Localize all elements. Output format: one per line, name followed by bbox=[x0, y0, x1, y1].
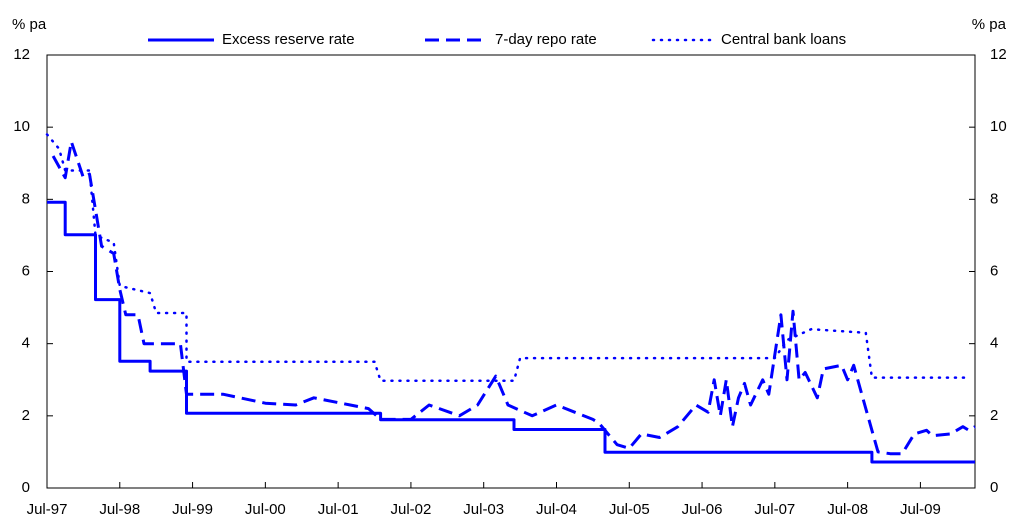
x-tick-label: Jul-03 bbox=[463, 501, 504, 518]
x-tick-label: Jul-07 bbox=[754, 501, 795, 518]
x-tick-label: Jul-97 bbox=[27, 501, 68, 518]
y-axis-label: % pa bbox=[12, 16, 47, 33]
x-tick-label: Jul-09 bbox=[900, 501, 941, 518]
x-tick-label: Jul-01 bbox=[318, 501, 359, 518]
y-tick-label: 12 bbox=[13, 46, 30, 63]
legend-label: Excess reserve rate bbox=[222, 31, 355, 48]
x-tick-label: Jul-99 bbox=[172, 501, 213, 518]
y2-tick-label: 4 bbox=[990, 335, 998, 352]
x-tick-label: Jul-05 bbox=[609, 501, 650, 518]
x-tick-label: Jul-08 bbox=[827, 501, 868, 518]
y-tick-label: 10 bbox=[13, 118, 30, 135]
x-tick-label: Jul-00 bbox=[245, 501, 286, 518]
y-tick-label: 0 bbox=[22, 479, 30, 496]
x-tick-label: Jul-98 bbox=[99, 501, 140, 518]
x-tick-label: Jul-02 bbox=[390, 501, 431, 518]
series-line bbox=[51, 140, 976, 456]
y-tick-label: 4 bbox=[22, 335, 30, 352]
y2-axis-label: % pa bbox=[972, 16, 1007, 33]
y2-tick-label: 8 bbox=[990, 190, 998, 207]
x-tick-label: Jul-04 bbox=[536, 501, 577, 518]
y2-tick-label: 6 bbox=[990, 262, 998, 279]
legend-label: 7-day repo rate bbox=[495, 31, 597, 48]
plot-frame bbox=[46, 54, 976, 489]
y2-tick-label: 12 bbox=[990, 46, 1007, 63]
y2-tick-label: 2 bbox=[990, 407, 998, 424]
y-tick-label: 6 bbox=[22, 262, 30, 279]
y-tick-label: 8 bbox=[22, 190, 30, 207]
series-line bbox=[45, 133, 971, 383]
x-tick-label: Jul-06 bbox=[682, 501, 723, 518]
y2-tick-label: 10 bbox=[990, 118, 1007, 135]
legend-label: Central bank loans bbox=[721, 31, 846, 48]
y2-tick-label: 0 bbox=[990, 479, 998, 496]
y-tick-label: 2 bbox=[22, 407, 30, 424]
